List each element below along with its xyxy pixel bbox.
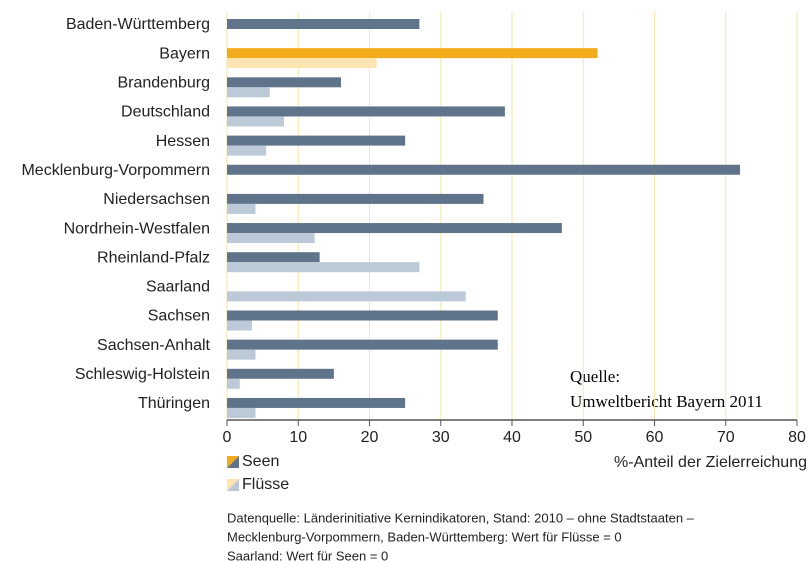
bar [227, 145, 267, 156]
bar [227, 203, 256, 214]
x-tick-label: 0 [223, 429, 232, 446]
y-tick-label: Baden-Württemberg [66, 16, 210, 33]
bar [227, 407, 256, 418]
x-tick-label: 30 [432, 429, 450, 446]
x-tick-label: 40 [503, 429, 521, 446]
bar [227, 291, 466, 302]
y-tick-label: Schleswig-Holstein [75, 366, 210, 383]
bar [227, 378, 240, 389]
bar [227, 339, 498, 350]
footnote: Saarland: Wert für Seen = 0 [227, 548, 388, 561]
y-tick-label: Deutschland [121, 104, 210, 121]
x-tick-label: 80 [788, 429, 806, 446]
y-tick-label: Bayern [159, 45, 210, 62]
x-tick-label: 20 [361, 429, 379, 446]
y-tick-label: Brandenburg [117, 75, 210, 92]
x-tick-label: 60 [646, 429, 664, 446]
bar [227, 233, 315, 244]
bar [227, 193, 484, 204]
legend-swatch [227, 479, 239, 491]
bar [227, 48, 598, 59]
bar [227, 116, 284, 127]
bar [227, 164, 740, 175]
y-tick-label: Saarland [146, 279, 210, 296]
x-axis-label: %-Anteil der Zielerreichung [614, 454, 807, 471]
y-tick-label: Hessen [156, 133, 210, 150]
bar [227, 310, 498, 321]
bar [227, 320, 252, 331]
legend-label: Seen [242, 453, 279, 470]
x-tick-label: 10 [289, 429, 307, 446]
bar [227, 58, 377, 69]
bar [227, 87, 270, 98]
annotation: Umweltbericht Bayern 2011 [570, 392, 763, 411]
bar [227, 106, 505, 117]
footnote: Mecklenburg-Vorpommern, Baden-Württember… [227, 529, 622, 544]
legend-label: Flüsse [242, 476, 289, 493]
y-tick-label: Sachsen-Anhalt [97, 337, 211, 354]
bar [227, 135, 406, 146]
y-tick-label: Niedersachsen [103, 191, 210, 208]
bar [227, 368, 334, 379]
y-tick-label: Sachsen [148, 308, 210, 325]
y-tick-label: Mecklenburg-Vorpommern [21, 162, 210, 179]
bar [227, 19, 420, 29]
bar [227, 223, 562, 234]
footnote: Datenquelle: Länderinitiative Kernindika… [227, 510, 695, 525]
x-tick-label: 50 [574, 429, 592, 446]
y-tick-label: Thüringen [138, 395, 210, 412]
bar [227, 252, 320, 263]
bar [227, 262, 420, 273]
x-tick-label: 70 [717, 429, 735, 446]
bar [227, 349, 256, 360]
y-tick-label: Nordrhein-Westfalen [64, 220, 210, 237]
legend-swatch [227, 456, 239, 468]
bar [227, 77, 341, 88]
annotation: Quelle: [570, 367, 620, 386]
bar [227, 397, 406, 408]
y-tick-label: Rheinland-Pfalz [97, 249, 210, 266]
